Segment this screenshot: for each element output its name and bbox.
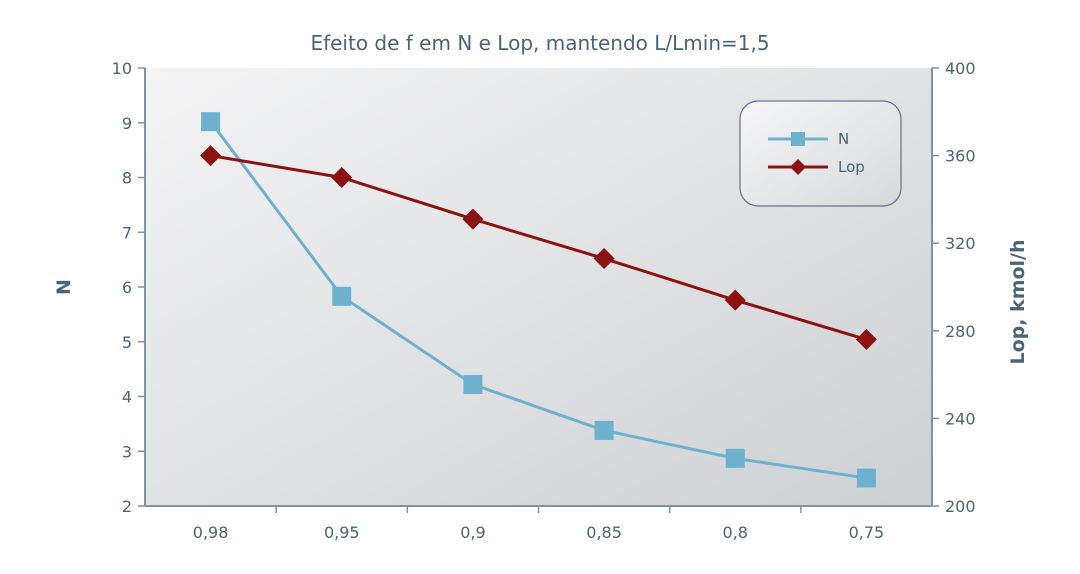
series-layer (200, 112, 877, 488)
right-tick-label: 240 (945, 409, 976, 428)
data-point-lop (855, 329, 877, 351)
legend-item-lop: Lop (768, 158, 865, 176)
x-tick-label: 0,75 (849, 523, 885, 542)
right-tick-label: 360 (945, 147, 976, 166)
series-line-lop (210, 154, 867, 341)
left-tick-label: 10 (112, 59, 132, 78)
left-axis-title: N (53, 279, 75, 295)
x-tick-label: 0,85 (586, 523, 622, 542)
data-point-n (463, 374, 483, 394)
legend-label: N (838, 130, 849, 148)
x-tick-label: 0,98 (193, 523, 229, 542)
legend: N Lop (739, 100, 902, 207)
legend-item-n: N (768, 130, 849, 148)
legend-swatch-marker (791, 132, 805, 146)
x-tick-label: 0,9 (460, 523, 485, 542)
series-n (201, 112, 876, 488)
data-point-n (725, 448, 745, 468)
right-axis: 200 240 280 320 360 400 (931, 59, 976, 516)
left-tick-label: 8 (122, 169, 132, 188)
legend-items: N Lop (768, 130, 865, 176)
left-tick-label: 5 (122, 333, 132, 352)
data-point-n (332, 286, 352, 306)
left-tick-label: 2 (122, 497, 132, 516)
chart-title: Efeito de f em N e Lop, mantendo L/Lmin=… (310, 31, 769, 55)
left-tick-label: 9 (122, 114, 132, 133)
data-point-lop (593, 248, 615, 270)
series-lop (200, 145, 877, 351)
legend-swatch-marker (790, 159, 806, 175)
x-tick-label: 0,8 (723, 523, 748, 542)
data-point-lop (462, 208, 484, 230)
right-tick-label: 200 (945, 497, 976, 516)
data-point-n (594, 420, 614, 440)
right-tick-label: 400 (945, 59, 976, 78)
x-axis: 0,98 0,95 0,9 0,85 0,8 0,75 (145, 505, 932, 542)
legend-box (739, 100, 902, 207)
right-axis-title: Lop, kmol/h (1007, 239, 1029, 364)
left-tick-label: 4 (122, 388, 132, 407)
right-tick-label: 280 (945, 322, 976, 341)
left-tick-label: 3 (122, 442, 132, 461)
left-axis: 2 3 4 5 6 7 8 9 10 (112, 59, 146, 516)
x-tick-label: 0,95 (324, 523, 360, 542)
data-point-n (856, 468, 876, 488)
data-point-lop (331, 167, 353, 188)
legend-label: Lop (838, 158, 865, 176)
data-point-lop (200, 145, 222, 167)
series-line-n (209, 120, 867, 480)
left-tick-label: 7 (122, 223, 132, 242)
data-point-lop (724, 289, 746, 311)
right-tick-label: 320 (945, 234, 976, 253)
data-point-n (201, 112, 221, 132)
left-tick-label: 6 (122, 278, 132, 297)
